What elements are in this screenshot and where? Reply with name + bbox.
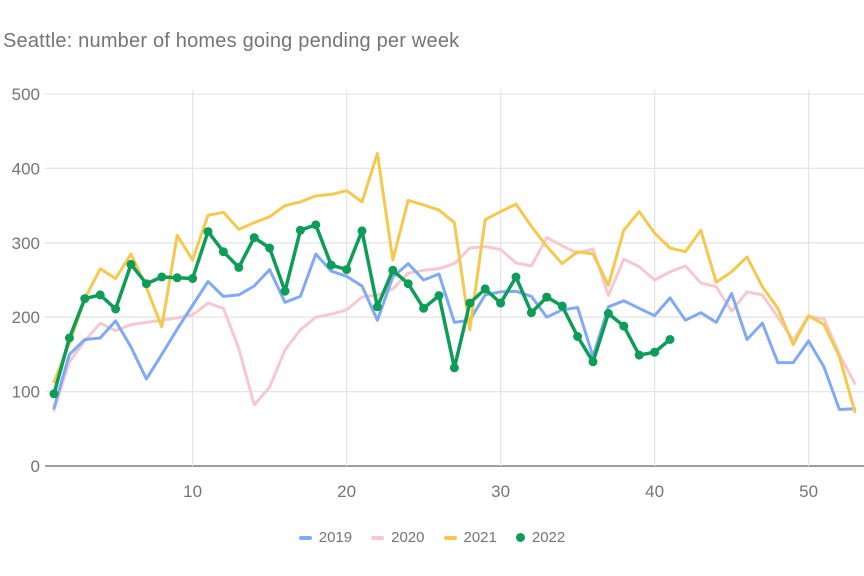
data-point-marker-2022 bbox=[449, 363, 459, 373]
legend-swatch-2021 bbox=[443, 535, 457, 540]
y-axis-tick-label: 500 bbox=[12, 85, 40, 104]
data-point-marker-2022 bbox=[372, 302, 382, 312]
data-point-marker-2022 bbox=[496, 298, 506, 308]
data-point-marker-2022 bbox=[157, 272, 167, 282]
data-point-marker-2022 bbox=[234, 262, 244, 272]
x-axis-tick-label: 30 bbox=[491, 482, 510, 501]
data-point-marker-2022 bbox=[557, 301, 567, 311]
data-point-marker-2022 bbox=[249, 233, 259, 243]
legend-label: 2020 bbox=[391, 529, 425, 546]
data-point-marker-2022 bbox=[403, 279, 413, 289]
legend-swatch-2022 bbox=[515, 533, 525, 542]
data-point-marker-2022 bbox=[619, 321, 629, 331]
legend-swatch-2019 bbox=[298, 535, 312, 540]
legend-item-2021: 2021 bbox=[443, 529, 497, 546]
data-point-marker-2022 bbox=[95, 290, 105, 300]
data-point-marker-2022 bbox=[311, 220, 321, 230]
y-axis-tick-label: 300 bbox=[12, 234, 40, 253]
legend-label: 2022 bbox=[531, 529, 566, 546]
data-point-marker-2022 bbox=[542, 292, 552, 302]
data-point-marker-2022 bbox=[434, 291, 444, 301]
y-axis-tick-label: 200 bbox=[12, 308, 40, 327]
data-point-marker-2022 bbox=[188, 274, 198, 283]
legend-item-2019: 2019 bbox=[298, 529, 353, 546]
chart-title: Seattle: number of homes going pending p… bbox=[3, 30, 460, 52]
series-line-2020 bbox=[52, 236, 857, 412]
data-point-marker-2022 bbox=[203, 227, 213, 237]
legend-item-2020: 2020 bbox=[371, 529, 425, 546]
y-axis-tick-label: 0 bbox=[31, 457, 40, 476]
legend-item-2022: 2022 bbox=[515, 529, 566, 546]
x-axis-tick-label: 20 bbox=[337, 482, 356, 501]
data-point-marker-2022 bbox=[218, 247, 228, 257]
data-point-marker-2022 bbox=[111, 304, 121, 314]
data-point-marker-2022 bbox=[141, 279, 151, 289]
series-line-2021 bbox=[52, 152, 857, 414]
data-point-marker-2022 bbox=[265, 243, 275, 253]
data-point-marker-2022 bbox=[465, 298, 475, 308]
series-line-2019 bbox=[52, 252, 857, 411]
data-point-marker-2022 bbox=[280, 286, 290, 296]
data-point-marker-2022 bbox=[588, 357, 598, 367]
data-point-marker-2022 bbox=[603, 309, 613, 318]
data-point-marker-2022 bbox=[49, 389, 59, 399]
data-point-marker-2022 bbox=[573, 332, 583, 341]
data-point-marker-2022 bbox=[388, 265, 398, 275]
data-point-marker-2022 bbox=[126, 259, 136, 269]
legend-label: 2019 bbox=[318, 529, 353, 546]
data-point-marker-2022 bbox=[80, 294, 90, 304]
data-point-marker-2022 bbox=[480, 284, 490, 294]
data-point-marker-2022 bbox=[64, 333, 74, 343]
data-point-marker-2022 bbox=[634, 350, 644, 360]
data-point-marker-2022 bbox=[526, 308, 536, 318]
data-point-marker-2022 bbox=[295, 225, 305, 235]
data-point-marker-2022 bbox=[650, 347, 660, 357]
data-point-marker-2022 bbox=[419, 303, 429, 313]
x-axis-tick-label: 10 bbox=[183, 482, 202, 501]
data-point-marker-2022 bbox=[357, 226, 367, 236]
data-point-marker-2022 bbox=[665, 335, 675, 344]
legend: 2019 2020 2021 2022 bbox=[0, 529, 864, 546]
legend-label: 2021 bbox=[463, 529, 497, 546]
x-axis-tick-label: 40 bbox=[645, 482, 664, 501]
data-point-marker-2022 bbox=[326, 260, 336, 270]
data-point-marker-2022 bbox=[511, 272, 521, 282]
data-point-marker-2022 bbox=[342, 265, 352, 275]
y-axis-tick-label: 100 bbox=[12, 383, 40, 402]
x-axis-tick-label: 50 bbox=[799, 482, 818, 501]
y-axis-tick-label: 400 bbox=[12, 159, 40, 178]
legend-swatch-2020 bbox=[371, 535, 385, 540]
data-point-marker-2022 bbox=[172, 273, 182, 283]
